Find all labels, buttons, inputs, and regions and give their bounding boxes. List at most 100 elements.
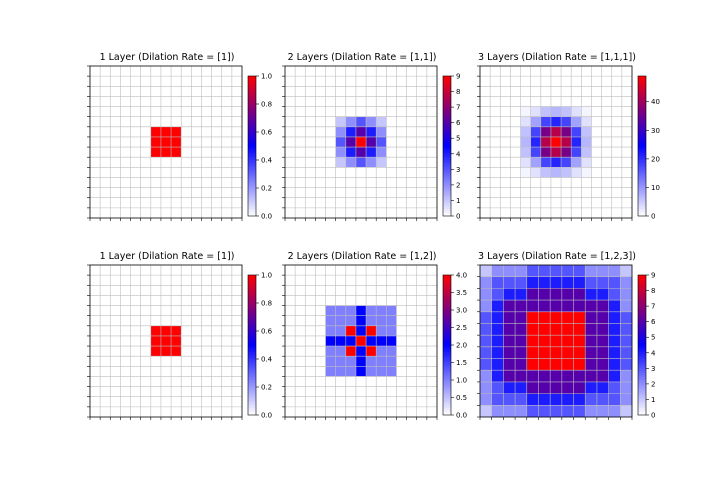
heatmap-cell <box>581 187 592 199</box>
colorbar-segment <box>638 111 646 114</box>
heatmap-cell <box>345 406 357 418</box>
colorbar-segment <box>638 129 646 133</box>
heatmap-cell <box>406 86 418 97</box>
colorbar-segment <box>248 150 256 154</box>
heatmap-cell <box>490 187 501 199</box>
colorbar-segment <box>638 155 646 159</box>
heatmap-cell <box>620 393 633 406</box>
colorbar-segment <box>638 303 646 306</box>
heatmap-cell <box>601 177 613 188</box>
heatmap-cell <box>150 315 162 327</box>
heatmap-cell <box>526 335 539 348</box>
heatmap-cell <box>530 167 542 178</box>
colorbar-segment <box>443 356 451 360</box>
colorbar-segment <box>443 286 451 290</box>
heatmap-cell <box>426 265 438 276</box>
heatmap-cell <box>130 157 141 168</box>
heatmap-cell <box>561 126 572 138</box>
heatmap-cell <box>571 177 582 188</box>
heatmap-cell <box>191 366 202 377</box>
heatmap-cell <box>345 86 357 97</box>
heatmap-cell <box>335 106 347 117</box>
heatmap-cell <box>406 386 418 398</box>
heatmap-cell <box>503 276 516 289</box>
heatmap-cell <box>608 311 621 324</box>
heatmap-cell <box>530 136 542 148</box>
heatmap-cell <box>621 187 633 199</box>
heatmap-cell <box>221 167 233 178</box>
heatmap-cell <box>221 305 233 316</box>
heatmap-cell <box>611 177 623 188</box>
heatmap-cell <box>426 66 438 77</box>
heatmap-cell <box>540 207 552 219</box>
heatmap-cell <box>515 288 528 301</box>
heatmap-cell <box>345 396 357 408</box>
heatmap-cell <box>140 96 152 107</box>
heatmap-cell <box>510 136 521 148</box>
heatmap-cell <box>90 66 101 77</box>
colorbar-segment <box>638 192 646 196</box>
heatmap-cell <box>335 265 347 276</box>
heatmap-cell <box>515 358 528 371</box>
colorbar-segment <box>248 326 256 330</box>
colorbar-segment <box>248 405 256 409</box>
heatmap-cell <box>201 177 212 188</box>
heatmap-cell <box>500 76 511 87</box>
heatmap-cell <box>295 386 306 398</box>
colorbar-segment <box>443 136 451 140</box>
heatmap-cell <box>201 96 212 107</box>
heatmap-cell <box>355 76 367 87</box>
heatmap-cell <box>130 335 141 347</box>
heatmap-cell <box>510 126 521 138</box>
heatmap-cell <box>550 276 563 289</box>
heatmap-cell <box>490 76 501 87</box>
heatmap-cell <box>171 147 182 158</box>
heatmap-cell <box>406 66 418 77</box>
colorbar-segment <box>443 412 451 416</box>
subplot-title-1: 1 Layer (Dilation Rate = [1]) <box>100 52 235 63</box>
heatmap-cell <box>386 335 397 347</box>
heatmap-cell <box>171 346 182 357</box>
colorbar-segment <box>638 118 646 121</box>
heatmap-cell <box>596 288 609 301</box>
heatmap-cell <box>231 86 243 97</box>
heatmap-cell <box>426 335 438 347</box>
heatmap-cell <box>621 66 633 77</box>
heatmap-cell <box>211 305 223 316</box>
heatmap-cell <box>503 323 516 336</box>
colorbar-segment <box>248 361 256 365</box>
heatmap-cell <box>416 177 428 188</box>
heatmap-cell <box>520 207 531 219</box>
heatmap-cell <box>181 366 192 377</box>
colorbar-segment <box>248 303 256 306</box>
colorbar-segment <box>638 174 646 177</box>
colorbar-segment <box>638 394 646 397</box>
colorbar-segment <box>248 296 256 299</box>
heatmap-cell <box>526 370 539 383</box>
heatmap-cell <box>376 396 387 408</box>
heatmap-cell <box>591 96 602 107</box>
colorbar-segment <box>638 307 646 311</box>
heatmap-cell <box>160 207 172 219</box>
heatmap-cell <box>140 157 152 168</box>
heatmap-cell <box>581 126 592 138</box>
heatmap-cell <box>120 96 131 107</box>
heatmap-cell <box>500 147 511 158</box>
colorbar-segment <box>638 108 646 112</box>
heatmap-cell <box>201 66 212 77</box>
heatmap-cell <box>591 106 602 117</box>
heatmap-cell <box>305 157 316 168</box>
colorbar-segment <box>443 300 451 304</box>
heatmap-cell <box>231 265 243 276</box>
heatmap-cell <box>90 96 101 107</box>
heatmap-cell <box>305 376 316 387</box>
heatmap-cell <box>305 386 316 398</box>
heatmap-cell <box>550 197 562 209</box>
heatmap-cell <box>550 86 562 97</box>
heatmap-cell <box>480 86 491 97</box>
colorbar-segment <box>443 312 451 316</box>
colorbar-segment <box>443 90 451 93</box>
heatmap-cell <box>335 396 347 408</box>
colorbar-segment <box>248 76 256 79</box>
heatmap-cell <box>231 177 243 188</box>
